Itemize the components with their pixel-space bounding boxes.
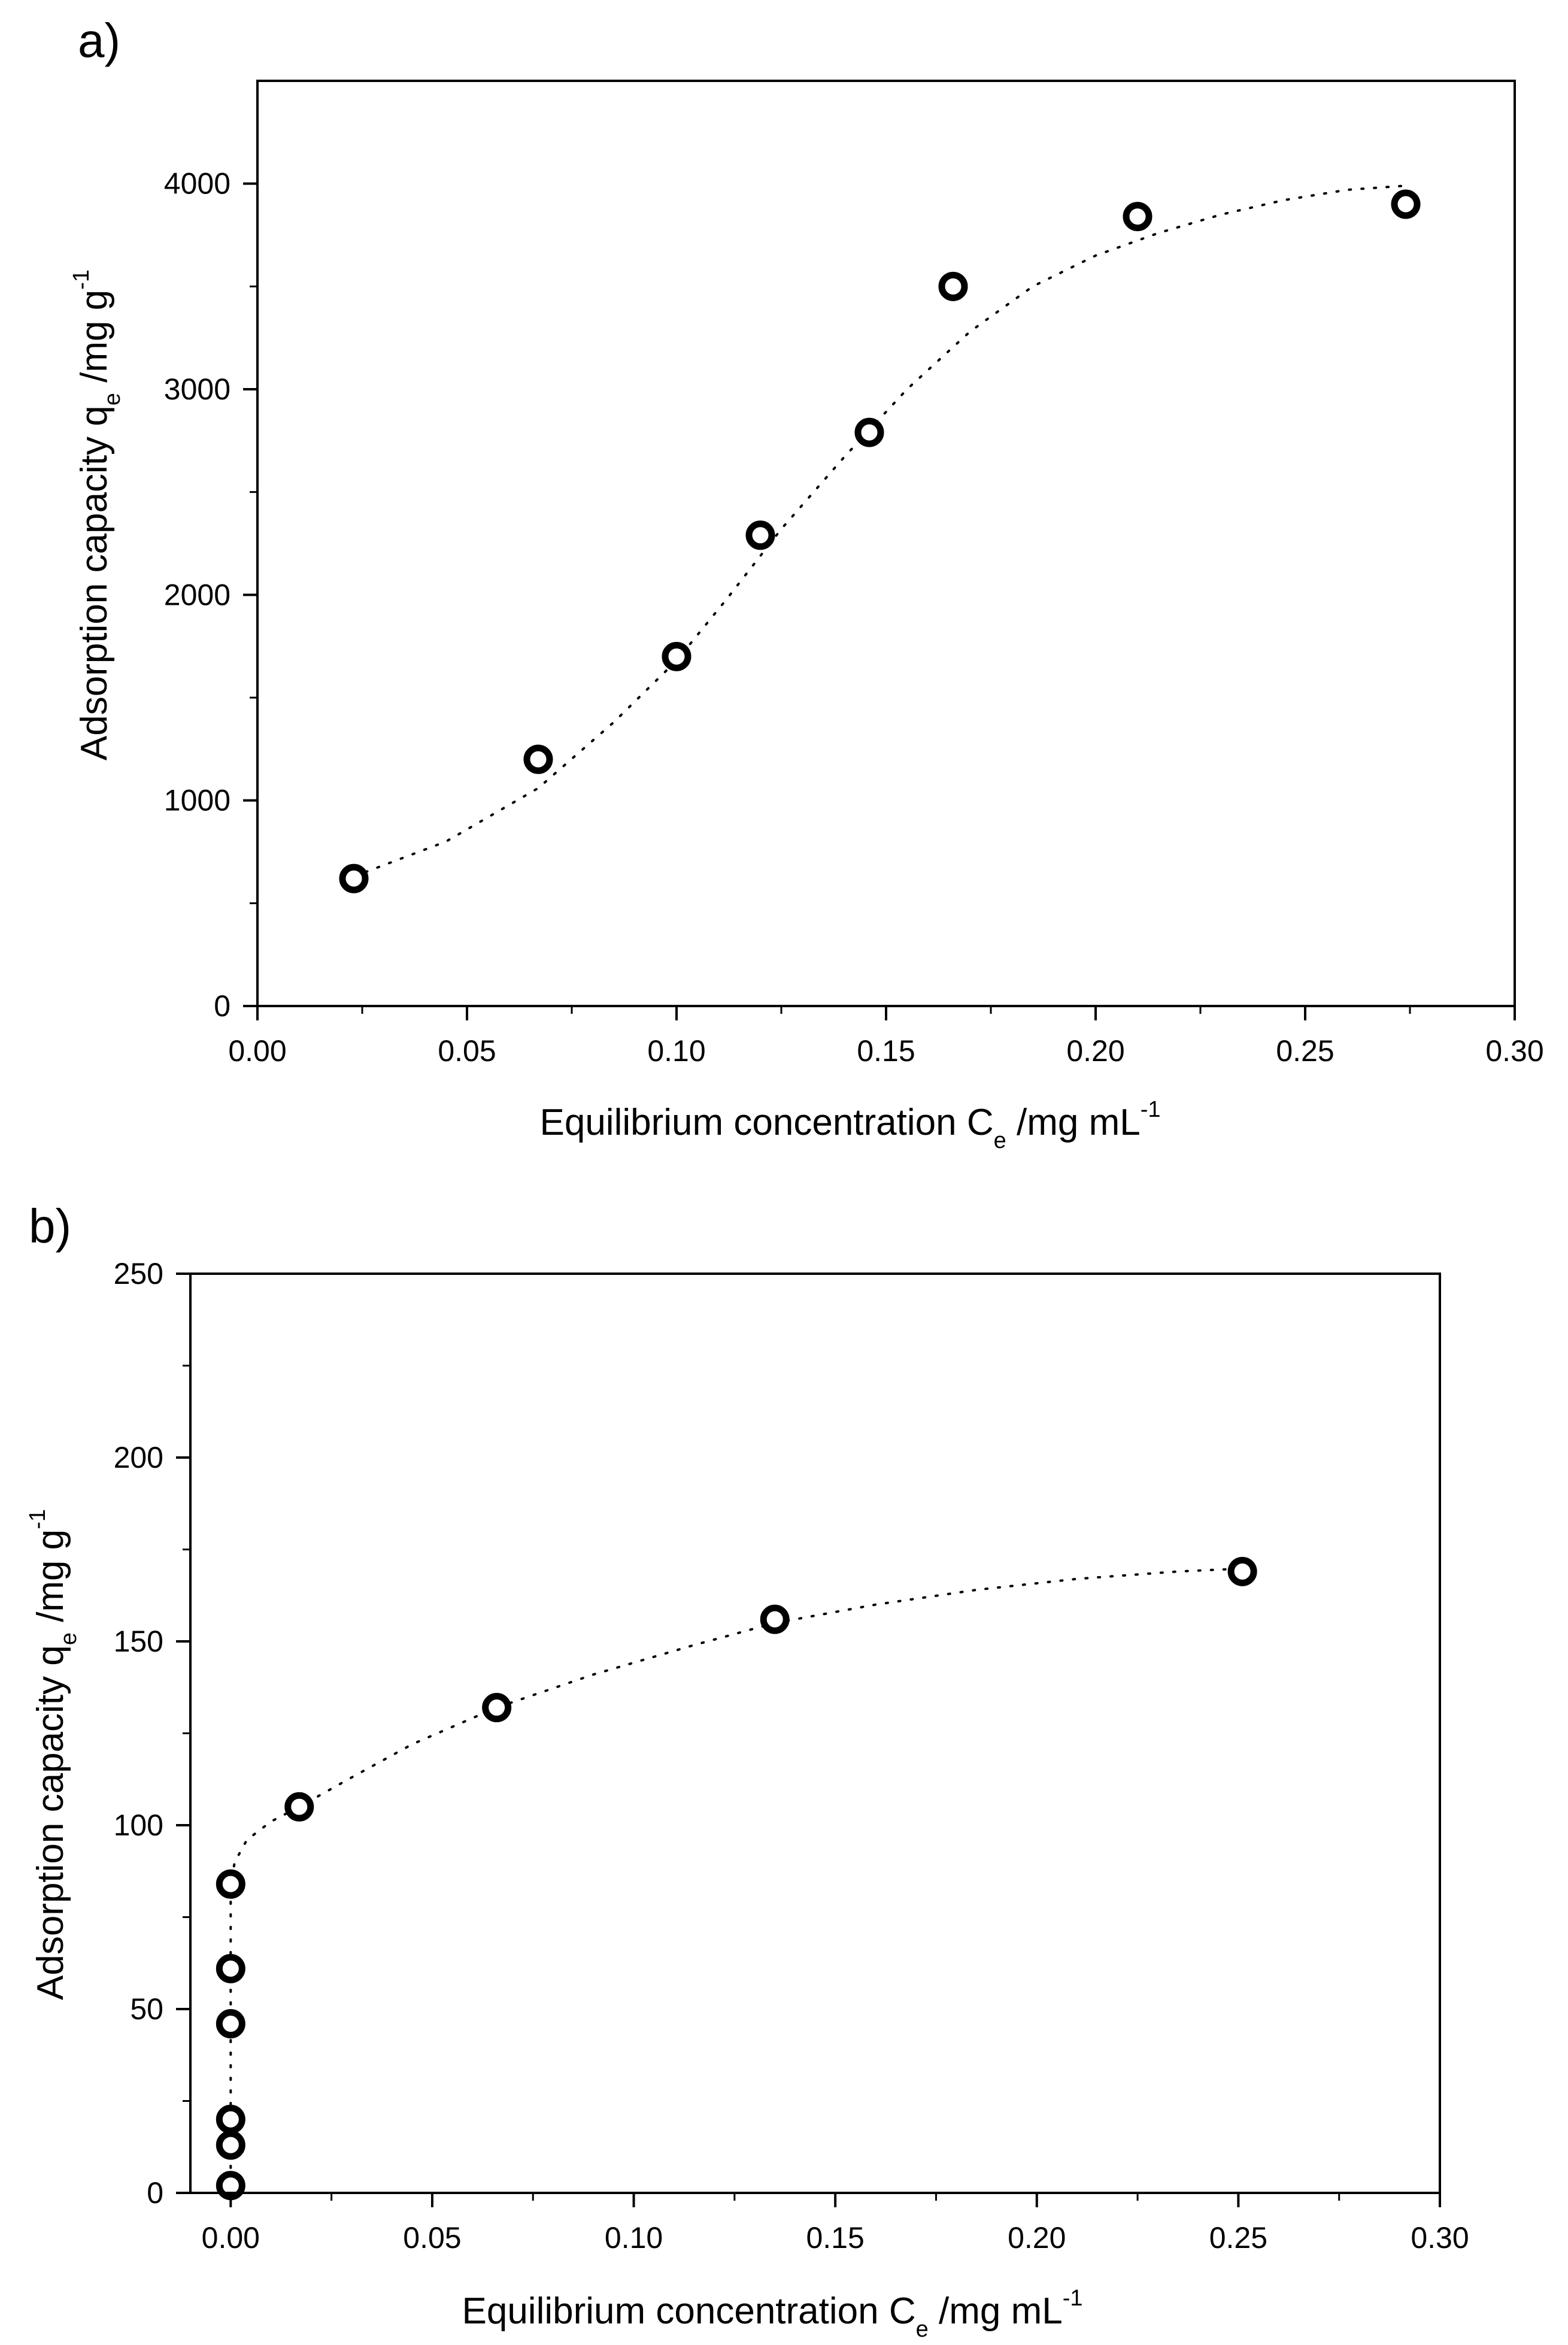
panel-b-xlabel: Equilibrium concentration C	[462, 2291, 915, 2332]
panel-a-data-point	[662, 641, 692, 671]
panel-a-label: a)	[78, 14, 120, 67]
panel-a-tick-labels: 0.00 0.05 0.10 0.15 0.20 0.25 0.30 0 1000 2000 300…	[164, 167, 1544, 1068]
panel-b-xlabel-sub: e	[916, 2317, 929, 2342]
panel-a-ylabel: Adsorption capacity q	[74, 405, 115, 761]
panel-a-x-tick-label: 0.00	[228, 1034, 286, 1068]
panel-b-ylabel-sub: e	[56, 1632, 81, 1645]
panel-b-points	[216, 1556, 1257, 2201]
panel-a-x-tick-label: 0.30	[1485, 1034, 1543, 1068]
panel-b-ylabel-unit: /mg g	[30, 1529, 71, 1632]
panel-a-x-axis-title: Equilibrium concentration Ce /mg mL-1	[539, 1097, 1160, 1153]
panel-b-x-tick-label: 0.00	[202, 2221, 260, 2255]
panel-b-y-tick-label: 100	[114, 1808, 163, 1842]
panel-a-xlabel: Equilibrium concentration C	[539, 1102, 993, 1143]
panel-a-xlabel-unit: /mg mL	[1006, 1102, 1141, 1143]
panel-a-x-tick-label: 0.05	[438, 1034, 496, 1068]
panel-b-y-tick-label: 150	[114, 1625, 163, 1658]
panel-b-fit-curve	[229, 1567, 1260, 2194]
panel-a-y-tick-label: 1000	[164, 784, 231, 817]
panel-b-y-tick-label: 50	[130, 1992, 163, 2026]
panel-b-ylabel-sup: -1	[25, 1509, 50, 1529]
panel-a-y-tick-label: 3000	[164, 372, 231, 406]
panel-a-ylabel-unit: /mg g	[74, 290, 115, 393]
panel-b-y-axis-title: Adsorption capacity qe /mg g-1	[25, 1509, 81, 2000]
panel-b-x-axis-title: Equilibrium concentration Ce /mg mL-1	[462, 2286, 1082, 2342]
panel-b-plot-frame	[189, 1273, 1441, 2194]
panel-b-data-point	[216, 2171, 245, 2201]
panel-a-x-tick-label: 0.15	[857, 1034, 915, 1068]
panel-b-y-tick-label: 0	[147, 2176, 163, 2210]
panel-b-ticks	[176, 1273, 1441, 2207]
panel-a-y-tick-label: 2000	[164, 578, 231, 611]
panel-b-x-tick-label: 0.30	[1411, 2221, 1469, 2255]
panel-a-ylabel-sub: e	[100, 393, 125, 405]
panel-b-xlabel-sup: -1	[1063, 2286, 1083, 2311]
panel-a-data-point	[1391, 189, 1421, 219]
panel-b-x-tick-label: 0.25	[1209, 2221, 1267, 2255]
panel-a-data-point	[745, 520, 775, 550]
panel-b-data-point	[216, 1869, 245, 1899]
panel-b-data-point	[482, 1693, 512, 1723]
panel-b-y-tick-label: 250	[114, 1257, 163, 1290]
panel-b-ylabel: Adsorption capacity q	[30, 1645, 71, 2000]
panel-a-y-tick-label: 0	[214, 989, 231, 1023]
panel-b-y-tick-label: 200	[114, 1441, 163, 1474]
panel-b-xlabel-unit: /mg mL	[929, 2291, 1063, 2332]
panel-a-xlabel-sup: -1	[1141, 1097, 1161, 1122]
panel-a-data-point	[854, 417, 884, 447]
panel-b-x-tick-label: 0.05	[403, 2221, 461, 2255]
panel-a-data-point	[523, 744, 553, 774]
chart-panel-a: a) 0.00 0.05 0.10 0.15 0.20 0.25 0.30 0 1000 2000…	[69, 14, 1544, 1153]
panel-a-xlabel-sub: e	[994, 1128, 1006, 1153]
panel-b-x-tick-label: 0.15	[806, 2221, 864, 2255]
panel-b-data-point	[216, 2104, 245, 2134]
panel-a-y-tick-label: 4000	[164, 167, 231, 201]
panel-b-data-point	[284, 1792, 314, 1822]
panel-a-data-point	[938, 271, 968, 301]
panel-a-x-tick-label: 0.25	[1276, 1034, 1334, 1068]
panel-b-data-point	[216, 2009, 245, 2039]
panel-b-x-tick-label: 0.20	[1008, 2221, 1066, 2255]
panel-a-plot-frame	[256, 80, 1516, 1007]
panel-b-label: b)	[29, 1199, 71, 1253]
panel-b-data-point	[216, 1953, 245, 1983]
panel-b-x-tick-label: 0.10	[605, 2221, 663, 2255]
panel-a-y-axis-title: Adsorption capacity qe /mg g-1	[69, 269, 125, 761]
panel-b-data-point	[760, 1604, 790, 1634]
panel-a-x-tick-label: 0.20	[1066, 1034, 1124, 1068]
panel-a-fit-curve	[353, 184, 1407, 878]
panel-b-data-point	[216, 2130, 245, 2160]
panel-a-x-tick-label: 0.10	[647, 1034, 705, 1068]
chart-panel-b: b) 0.00 0.05 0.10 0.15 0.20 0.25 0.30 0 50 100 150…	[25, 1199, 1469, 2342]
panel-b-tick-labels: 0.00 0.05 0.10 0.15 0.20 0.25 0.30 0 50 100 150 200…	[114, 1257, 1469, 2255]
panel-a-ticks	[243, 182, 1516, 1020]
panel-b-data-point	[1227, 1556, 1257, 1586]
panel-a-data-point	[1123, 202, 1153, 232]
panel-a-points	[339, 189, 1421, 893]
panel-a-data-point	[339, 864, 369, 893]
panel-a-ylabel-sup: -1	[69, 269, 94, 290]
